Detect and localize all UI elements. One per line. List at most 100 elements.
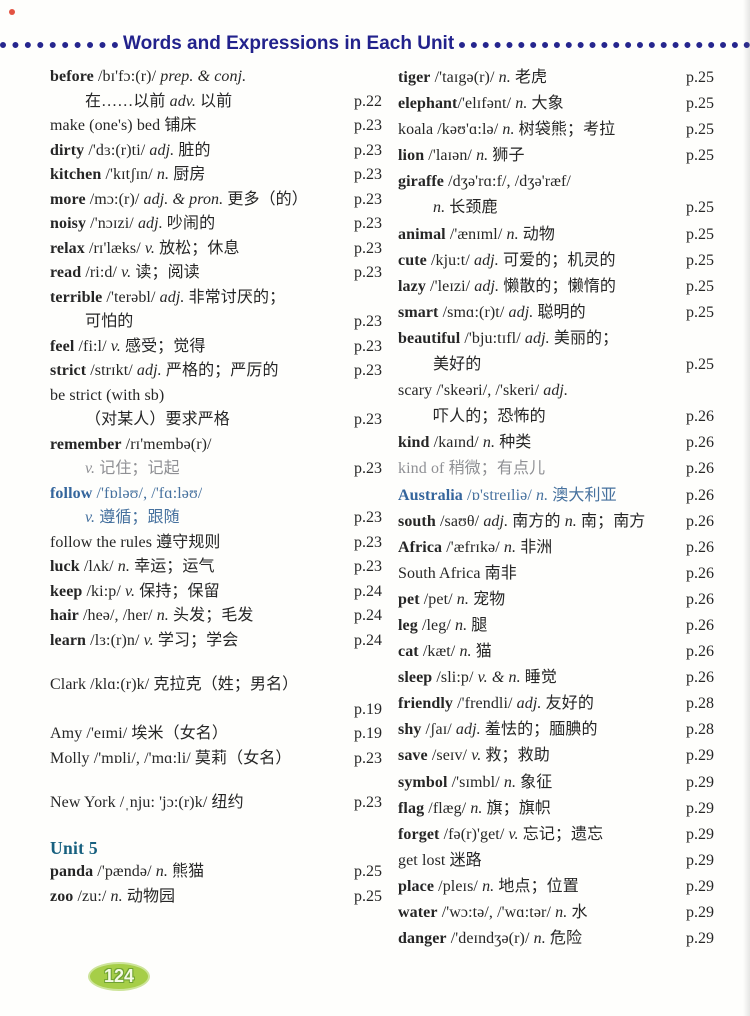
vocab-entry-row: animal /'ænɪml/ n. 动物 p.25	[398, 222, 714, 248]
entry-fragment: 友好的	[541, 695, 594, 713]
entry-fragment: /'laɪən/	[424, 147, 477, 165]
vocab-entry-row: cat /kæt/ n. 猫 p.26	[398, 639, 714, 665]
entry-fragment: 厨房	[169, 166, 206, 183]
entry-fragment: 旗；旗帜	[482, 799, 552, 817]
page-ref: p.29	[686, 825, 714, 843]
vocab-entry-row: lion /'laɪən/ n. 狮子 p.25	[398, 143, 714, 169]
vocab-entry-row: relax /rɪ'læks/ v. 放松；休息 p.23	[50, 237, 382, 262]
headword: pet	[398, 590, 420, 608]
entry-fragment: New York /ˌnju: 'jɔ:(r)k/ 纽约	[50, 794, 244, 811]
headword: forget	[398, 825, 440, 843]
vocab-entry-row: scary /'skeəri/, /'skeri/ adj.	[398, 378, 714, 404]
page-ref: p.24	[354, 582, 382, 600]
page-ref: p.23	[354, 362, 382, 379]
red-dot	[9, 9, 15, 15]
pos-label: n.	[155, 863, 168, 880]
entry-text: （对某人）要求严格	[50, 408, 230, 433]
vocab-entry-row: （对某人）要求严格 p.23	[50, 408, 382, 433]
entry-fragment: /dʒə'rɑ:f/, /dʒə'ræf/	[444, 173, 571, 191]
vocab-entry-row: pet /pet/ n. 宠物 p.26	[398, 587, 714, 613]
page-ref: p.24	[354, 607, 382, 624]
page-ref: p.23	[354, 264, 382, 281]
vocab-entry-row: v. 记住；记起 p.23	[50, 457, 382, 482]
headword: noisy	[50, 215, 87, 232]
entry-fragment: 可怕的	[85, 313, 134, 330]
entry-text: luck /lʌk/ n. 幸运；运气	[50, 555, 215, 580]
dotted-rule-left	[0, 42, 118, 48]
entry-fragment: /smɑ:(r)t/	[438, 303, 509, 321]
entry-text: scary /'skeəri/, /'skeri/ adj.	[398, 378, 568, 404]
pos-label: adj.	[137, 215, 163, 232]
entry-text: Africa /'æfrɪkə/ n. 非洲	[398, 535, 552, 561]
vocab-entry-row: panda /'pændə/ n. 熊猫 p.25	[50, 860, 382, 885]
left-column: before /bɪ'fɔ:(r)/ prep. & conj. 在……以前 ad…	[50, 65, 382, 952]
entry-fragment: 象征	[516, 773, 553, 791]
page-ref: p.29	[686, 747, 714, 765]
entry-fragment: 树袋熊；考拉	[514, 121, 616, 139]
pos-label: n.	[433, 199, 446, 217]
page-ref: p.26	[686, 434, 714, 452]
page-ref: p.23	[354, 141, 382, 159]
pos-label: n.	[117, 558, 130, 575]
entry-fragment: 动物	[518, 225, 556, 243]
page-ref: p.26	[686, 512, 714, 530]
row-spacer	[50, 816, 382, 836]
page-ref: p.25	[686, 147, 714, 165]
entry-fragment: /fi:l/	[74, 337, 111, 355]
vocab-entry-row: leg /leg/ n. 腿 p.26	[398, 613, 714, 639]
vocab-entry-row: hair /heə/, /her/ n. 头发；毛发 p.24	[50, 604, 382, 629]
vocab-entry-row: Clark /klɑ:(r)k/ 克拉克（姓；男名）	[50, 673, 382, 698]
pos-label: adj.	[474, 277, 500, 295]
headword: lazy	[398, 277, 426, 295]
entry-text: panda /'pændə/ n. 熊猫	[50, 860, 204, 885]
page-ref: p.29	[686, 877, 714, 895]
page-ref: p.28	[686, 721, 714, 739]
pos-label: v.	[143, 631, 154, 649]
entry-text: south /saʊθ/ adj. 南方的 n. 南；南方	[398, 509, 645, 535]
entry-fragment: get lost 迷路	[398, 851, 482, 869]
entry-text: feel /fi:l/ v. 感受；觉得	[50, 335, 205, 360]
headword: kind	[398, 434, 430, 452]
headword: flag	[398, 799, 425, 817]
entry-fragment: （对某人）要求严格	[85, 411, 230, 428]
headword: south	[398, 512, 436, 530]
pos-label: v.	[85, 509, 96, 526]
pos-label: n.	[564, 512, 577, 530]
page-ref: p.29	[686, 930, 714, 948]
entry-text: hair /heə/, /her/ n. 头发；毛发	[50, 604, 254, 629]
entry-fragment: /pleɪs/	[434, 877, 483, 895]
page-ref: p.23	[354, 411, 382, 428]
vocab-entry-row: before /bɪ'fɔ:(r)/ prep. & conj.	[50, 65, 382, 90]
headword: giraffe	[398, 173, 445, 191]
entry-fragment: 脏的	[174, 141, 211, 159]
entry-fragment: be strict (with sb)	[50, 386, 165, 404]
entry-text: make (one's) bed 铺床	[50, 114, 197, 139]
headword: save	[398, 747, 428, 765]
headword: terrible	[50, 288, 103, 306]
entry-fragment: 水	[567, 904, 588, 921]
headword: Australia	[398, 486, 463, 504]
headword: Africa	[398, 538, 443, 556]
entry-text: learn /lɜ:(r)n/ v. 学习；学会	[50, 629, 238, 654]
entry-fragment: /kju:t/	[426, 251, 474, 269]
entry-fragment: 宠物	[468, 590, 506, 608]
entry-fragment: 读；阅读	[131, 264, 200, 281]
vocab-entry-row: strict /strɪkt/ adj. 严格的；严厉的 p.23	[50, 359, 382, 384]
vocab-entry-row: keep /ki:p/ v. 保持；保留 p.24	[50, 580, 382, 605]
pos-label: n.	[503, 538, 517, 556]
entry-fragment: /ɒ'streɪliə/	[462, 486, 536, 504]
entry-text: elephant/'elɪfənt/ n. 大象	[398, 91, 564, 117]
vocab-entry-row: zoo /zu:/ n. 动物园 p.25	[50, 885, 382, 910]
vocab-entry-row: follow the rules 遵守规则 p.23	[50, 531, 382, 556]
entry-fragment: /ki:p/	[82, 582, 125, 600]
vocab-entry-row: get lost 迷路 p.29	[398, 848, 714, 874]
headword: zoo	[50, 887, 74, 905]
entry-fragment: 羞怯的；腼腆的	[480, 721, 598, 739]
entry-text: animal /'ænɪml/ n. 动物	[398, 222, 555, 248]
entry-text: flag /flæg/ n. 旗；旗帜	[398, 796, 551, 822]
vocab-entry-row: danger /'deɪndʒə(r)/ n. 危险 p.29	[398, 926, 714, 952]
entry-fragment: /'wɔ:tə/, /'wɑ:tər/	[437, 904, 556, 921]
page-ref: p.23	[354, 509, 382, 526]
pos-label: n.	[476, 147, 489, 165]
entry-text: strict /strɪkt/ adj. 严格的；严厉的	[50, 359, 279, 384]
